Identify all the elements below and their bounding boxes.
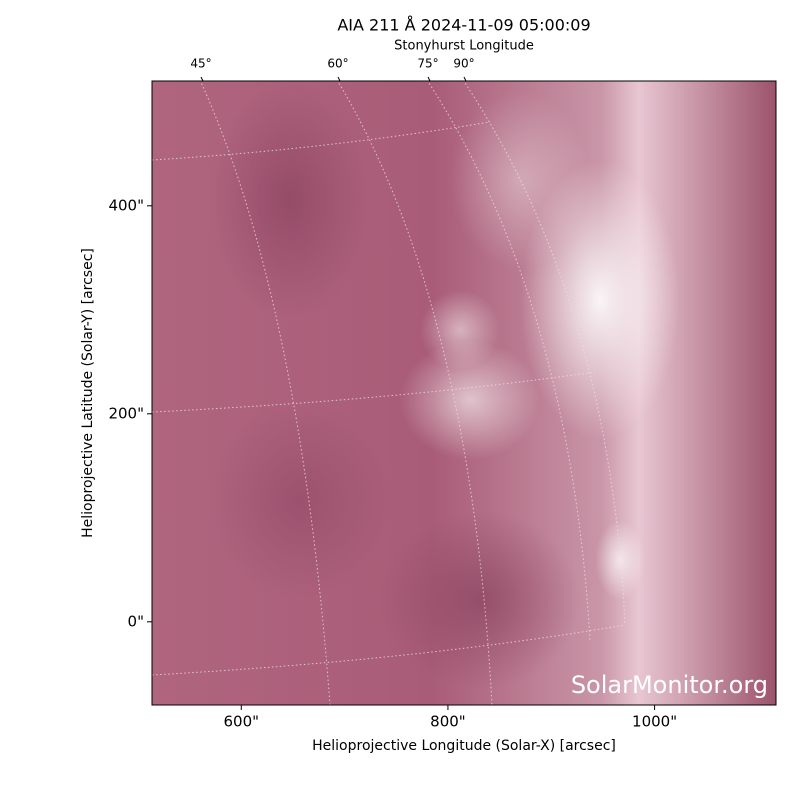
top-tick-label: 45° <box>190 57 211 71</box>
y-tick-label: 400" <box>108 196 144 214</box>
x-tick-label: 800" <box>430 713 466 731</box>
chart-title: AIA 211 Å 2024-11-09 05:00:09 <box>337 16 590 35</box>
solar-image <box>152 81 776 705</box>
watermark: SolarMonitor.org <box>571 671 768 699</box>
top-tick <box>427 76 431 82</box>
top-axis-label: Stonyhurst Longitude <box>394 39 534 54</box>
top-tick-label: 75° <box>417 57 438 71</box>
top-tick-label: 60° <box>327 57 348 71</box>
plot-frame <box>151 80 777 706</box>
y-tick-label: 200" <box>108 404 144 422</box>
x-axis-label: Helioprojective Longitude (Solar-X) [arc… <box>312 738 616 754</box>
x-tick-label: 600" <box>224 713 260 731</box>
x-tick-label: 1000" <box>632 713 677 731</box>
top-tick <box>337 76 341 82</box>
top-tick <box>200 76 204 82</box>
y-axis-label: Helioprojective Latitude (Solar-Y) [arcs… <box>80 248 96 538</box>
y-tick-label: 0" <box>128 612 144 630</box>
top-tick-label: 90° <box>453 57 474 71</box>
top-tick <box>463 76 467 82</box>
